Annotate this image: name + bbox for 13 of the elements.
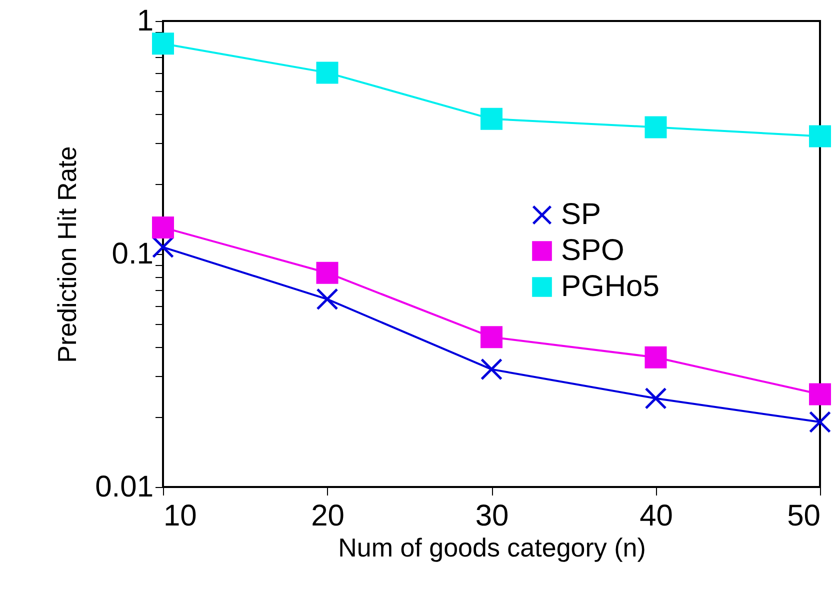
x-axis-title: Num of goods category (n) [338,532,646,562]
x-tick-label: 30 [475,500,509,532]
y-tick-label: 1 [136,4,154,38]
legend-label: SP [561,198,602,231]
x-tick-label: 20 [311,500,344,532]
y-tick-label: 0.1 [112,238,154,270]
y-axis-title: Prediction Hit Rate [52,146,82,363]
legend-label: SPO [561,234,624,267]
x-tick-label: 40 [640,500,673,532]
legend-label: PGHo5 [561,270,660,303]
y-tick-label: 0.01 [95,470,154,504]
x-tick-label: 50 [787,500,820,532]
x-tick-label: 10 [164,500,197,532]
